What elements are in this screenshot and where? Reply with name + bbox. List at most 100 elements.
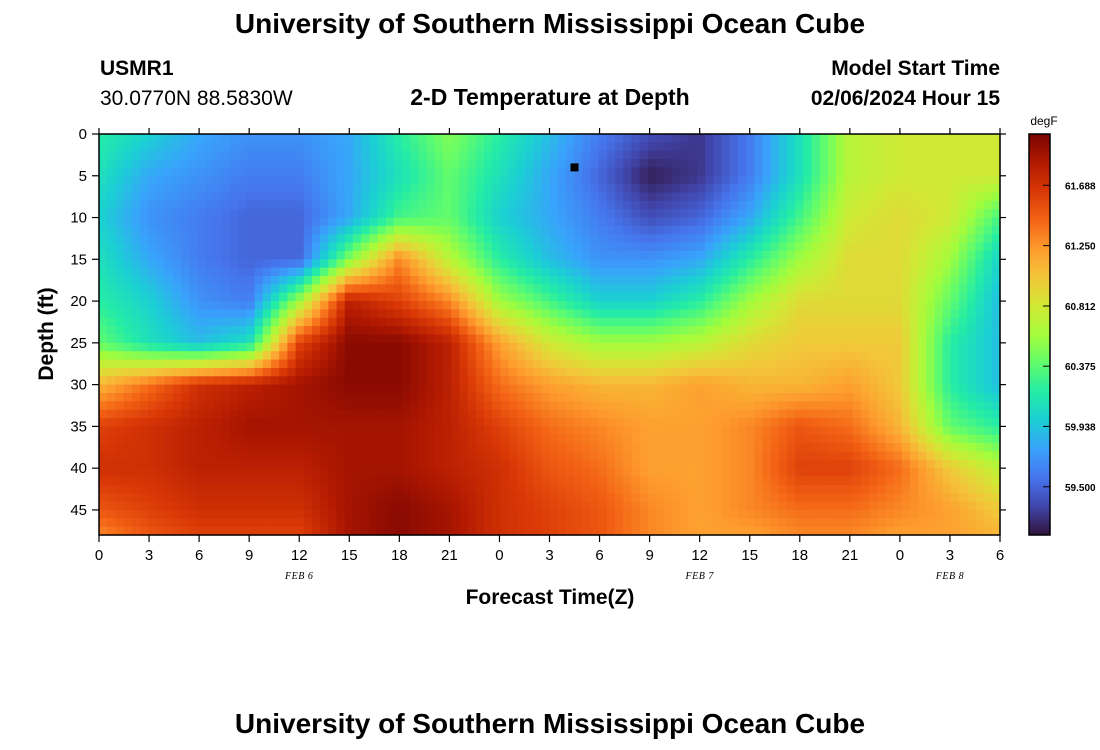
heatmap-cell	[279, 392, 288, 402]
heatmap-cell	[574, 250, 583, 260]
heatmap-cell	[336, 192, 346, 202]
heatmap-cell	[434, 292, 444, 302]
heatmap-cell	[901, 159, 911, 169]
heatmap-cell	[508, 225, 518, 235]
heatmap-cell	[410, 443, 420, 453]
heatmap-cell	[754, 317, 764, 327]
heatmap-cell	[320, 434, 329, 444]
heatmap-cell	[909, 301, 919, 311]
heatmap-cell	[533, 267, 542, 277]
heatmap-cell	[164, 359, 174, 369]
heatmap-cell	[328, 242, 338, 252]
heatmap-cell	[680, 409, 690, 419]
heatmap-cell	[385, 501, 395, 511]
heatmap-cell	[778, 150, 788, 160]
heatmap-cell	[721, 284, 731, 294]
heatmap-cell	[230, 418, 239, 427]
heatmap-cell	[508, 367, 518, 377]
heatmap-cell	[99, 250, 108, 260]
heatmap-cell	[311, 225, 321, 235]
heatmap-cell	[287, 242, 297, 252]
heatmap-cell	[361, 468, 370, 478]
heatmap-cell	[737, 159, 747, 169]
heatmap-cell	[426, 225, 436, 235]
heatmap-cell	[131, 351, 141, 361]
heatmap-cell	[664, 184, 673, 194]
heatmap-cell	[99, 175, 108, 185]
heatmap-cell	[418, 184, 428, 194]
heatmap-cell	[811, 301, 821, 311]
heatmap-cell	[868, 184, 878, 194]
heatmap-cell	[189, 134, 198, 143]
heatmap-cell	[361, 175, 370, 185]
heatmap-cell	[942, 234, 952, 244]
heatmap-cell	[885, 167, 895, 177]
heatmap-cell	[623, 326, 633, 336]
heatmap-cell	[787, 451, 796, 461]
heatmap-cell	[287, 376, 297, 386]
heatmap-cell	[189, 401, 198, 411]
heatmap-cell	[942, 159, 952, 169]
heatmap-cell	[647, 326, 657, 336]
heatmap-cell	[770, 392, 780, 402]
heatmap-cell	[778, 142, 788, 152]
heatmap-cell	[975, 192, 985, 202]
heatmap-cell	[975, 159, 985, 169]
heatmap-cell	[164, 509, 174, 519]
heatmap-cell	[221, 409, 231, 419]
heatmap-cell	[131, 159, 141, 169]
heatmap-cell	[942, 175, 952, 185]
heatmap-cell	[967, 359, 977, 369]
heatmap-cell	[467, 134, 477, 143]
heatmap-cell	[729, 434, 739, 444]
heatmap-cell	[926, 150, 936, 160]
heatmap-cell	[475, 267, 485, 277]
heatmap-cell	[574, 484, 583, 494]
heatmap-cell	[713, 150, 723, 160]
heatmap-cell	[885, 317, 895, 327]
heatmap-cell	[778, 468, 788, 478]
heatmap-cell	[803, 276, 813, 285]
heatmap-cell	[180, 351, 190, 361]
heatmap-cell	[508, 384, 518, 394]
heatmap-cell	[320, 468, 329, 478]
heatmap-cell	[115, 342, 125, 352]
heatmap-cell	[574, 468, 583, 478]
heatmap-cell	[426, 250, 436, 260]
heatmap-cell	[680, 451, 690, 461]
heatmap-cell	[623, 401, 633, 411]
heatmap-cell	[320, 234, 329, 244]
heatmap-cell	[639, 234, 649, 244]
heatmap-cell	[737, 443, 747, 453]
heatmap-cell	[197, 484, 207, 494]
heatmap-cell	[926, 259, 936, 269]
heatmap-cell	[238, 301, 248, 311]
heatmap-cell	[672, 468, 682, 478]
heatmap-cell	[549, 184, 559, 194]
heatmap-cell	[729, 384, 739, 394]
heatmap-cell	[615, 376, 624, 386]
heatmap-cell	[344, 493, 354, 503]
heatmap-cell	[295, 426, 305, 436]
heatmap-cell	[328, 434, 338, 444]
heatmap-cell	[311, 134, 321, 143]
heatmap-cell	[672, 501, 682, 511]
heatmap-cell	[369, 309, 379, 319]
heatmap-cell	[598, 426, 608, 436]
heatmap-cell	[844, 184, 854, 194]
heatmap-cell	[197, 426, 207, 436]
heatmap-cell	[123, 267, 133, 277]
heatmap-cell	[156, 184, 166, 194]
heatmap-cell	[778, 184, 788, 194]
heatmap-cell	[787, 167, 796, 177]
heatmap-cell	[762, 292, 772, 302]
heatmap-cell	[238, 276, 248, 285]
heatmap-cell	[934, 184, 944, 194]
heatmap-cell	[172, 451, 182, 461]
heatmap-cell	[574, 242, 583, 252]
heatmap-cell	[746, 493, 755, 503]
heatmap-cell	[221, 134, 231, 143]
heatmap-cell	[754, 342, 764, 352]
heatmap-cell	[516, 150, 526, 160]
heatmap-cell	[541, 451, 551, 461]
